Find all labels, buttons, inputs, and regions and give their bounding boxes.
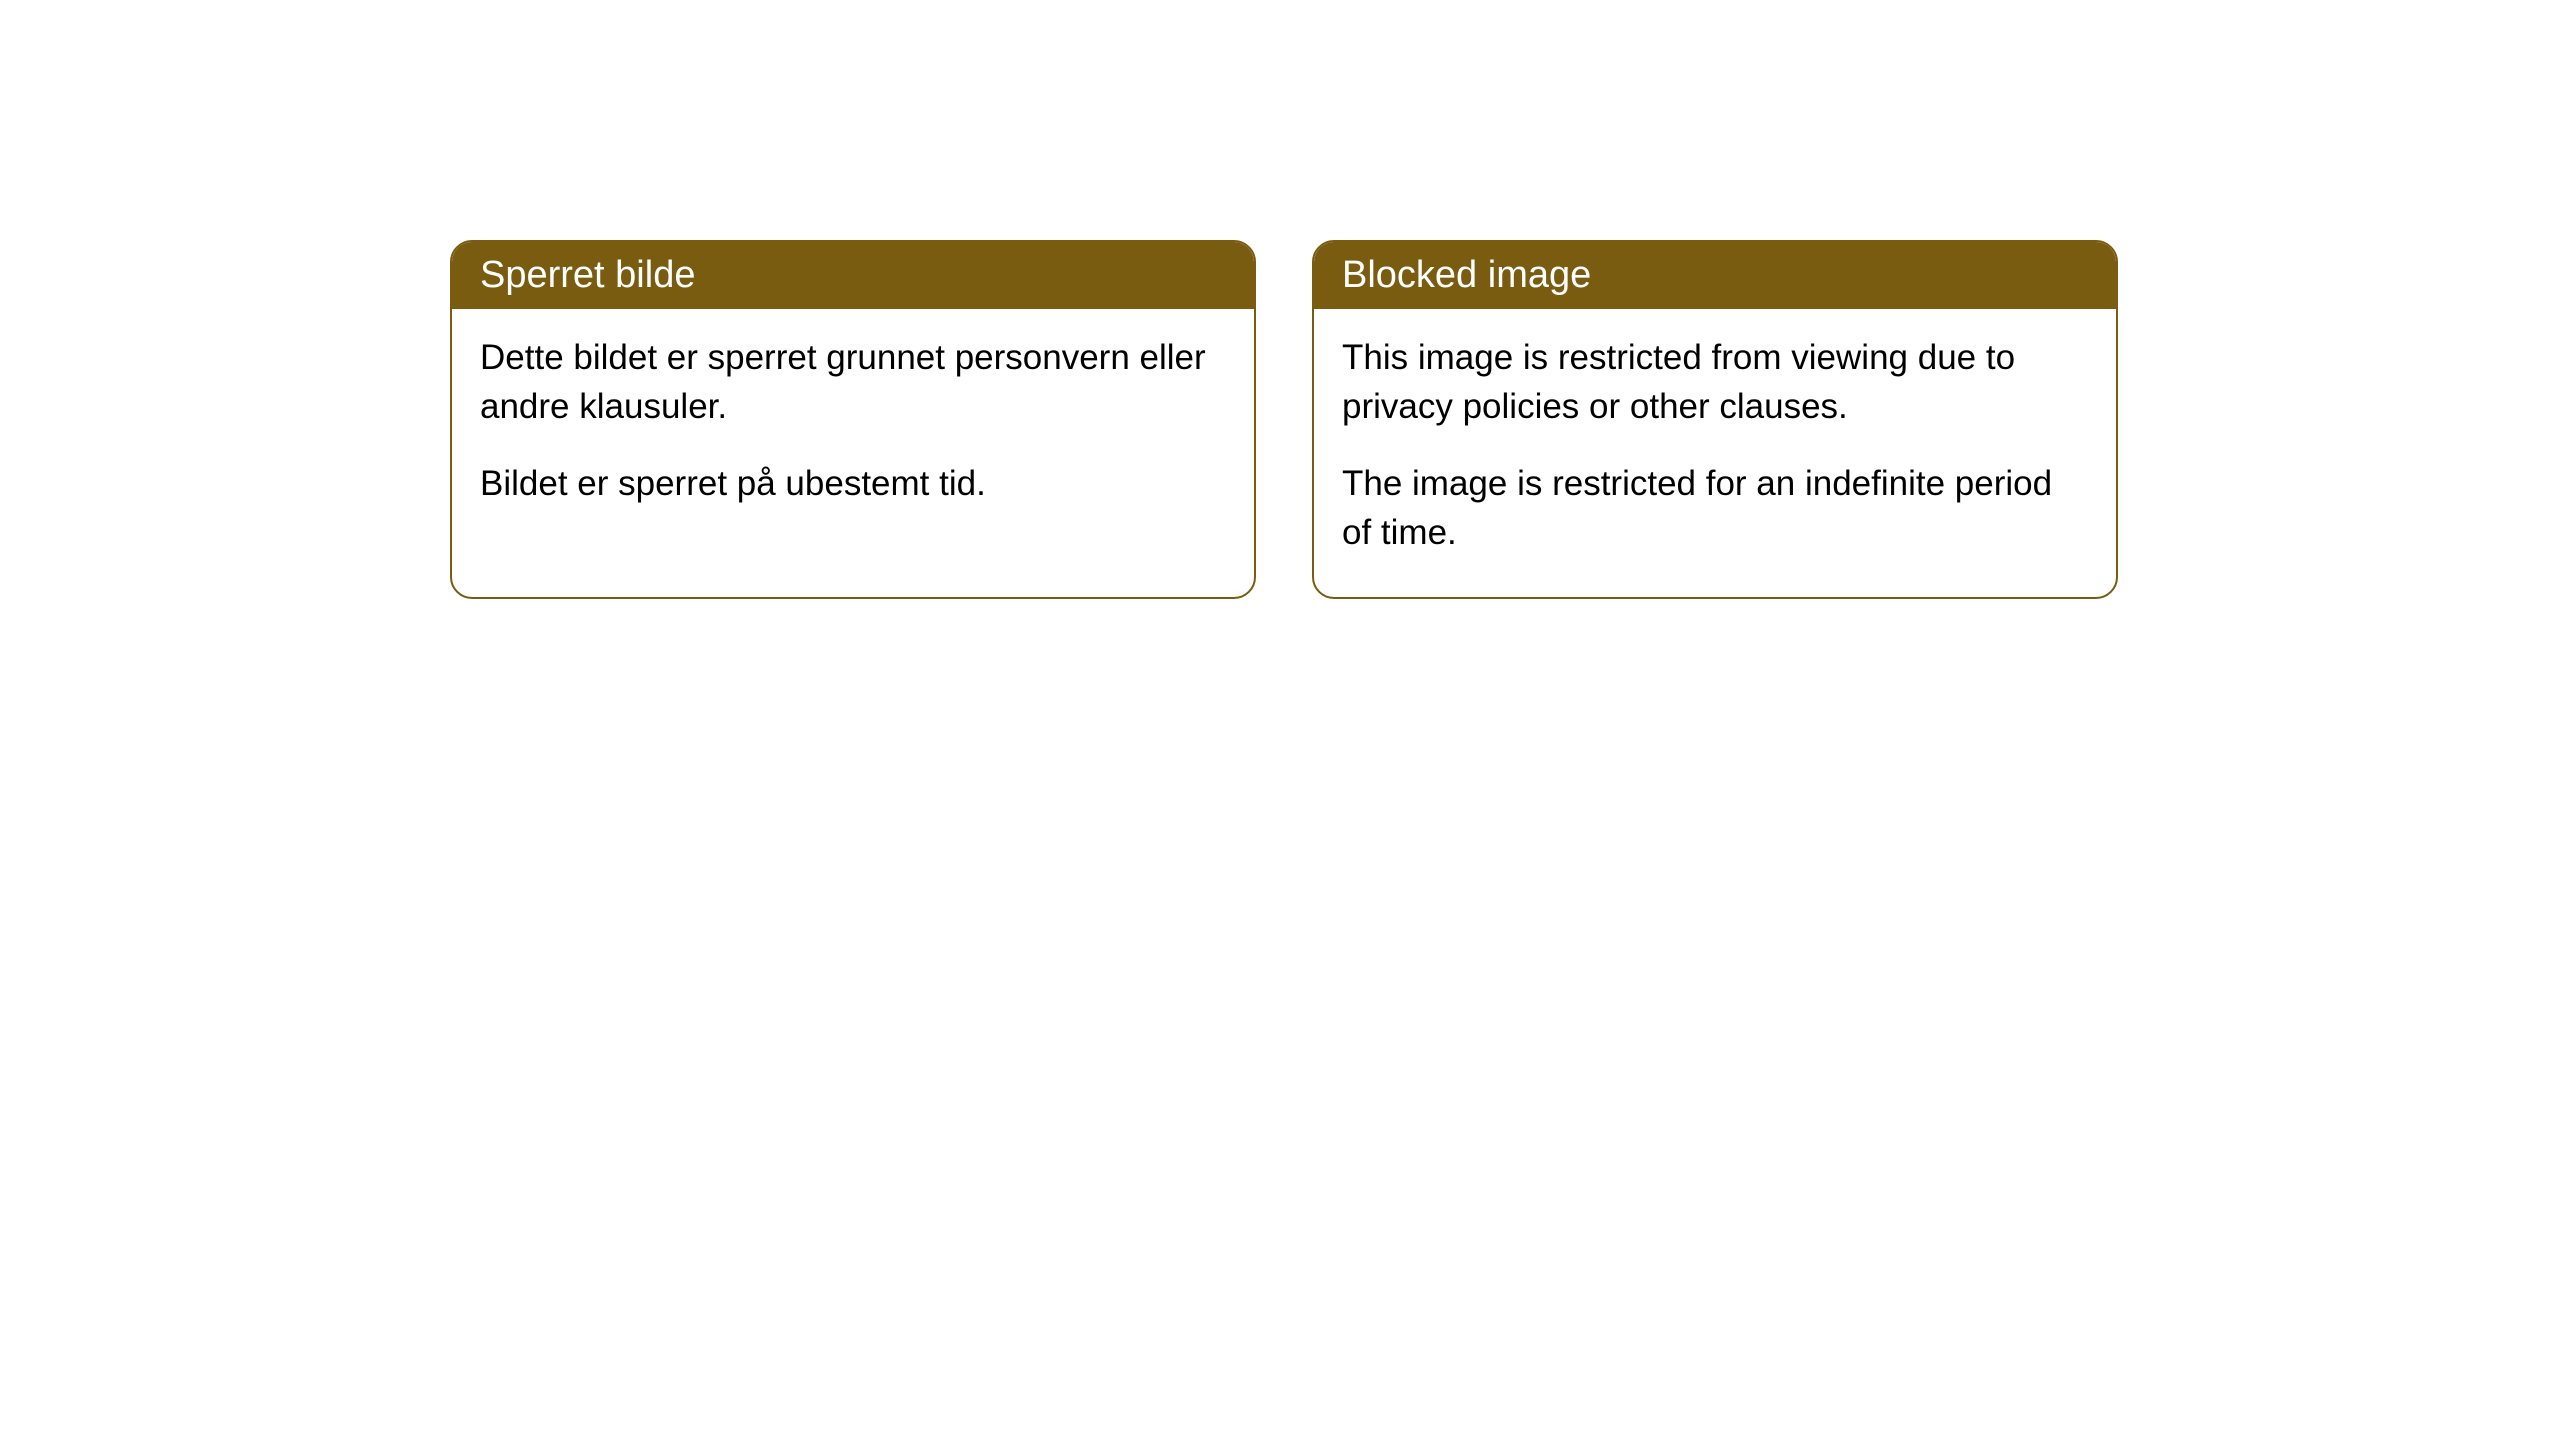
blocked-image-card-english: Blocked image This image is restricted f… — [1312, 240, 2118, 599]
card-body-norwegian: Dette bildet er sperret grunnet personve… — [452, 309, 1254, 548]
card-header-norwegian: Sperret bilde — [452, 242, 1254, 309]
notice-cards-container: Sperret bilde Dette bildet er sperret gr… — [450, 240, 2560, 599]
card-paragraph-1-norwegian: Dette bildet er sperret grunnet personve… — [480, 333, 1226, 431]
card-header-english: Blocked image — [1314, 242, 2116, 309]
card-paragraph-2-norwegian: Bildet er sperret på ubestemt tid. — [480, 459, 1226, 508]
card-title-english: Blocked image — [1342, 254, 1591, 296]
card-paragraph-2-english: The image is restricted for an indefinit… — [1342, 459, 2088, 557]
card-paragraph-1-english: This image is restricted from viewing du… — [1342, 333, 2088, 431]
card-body-english: This image is restricted from viewing du… — [1314, 309, 2116, 597]
card-title-norwegian: Sperret bilde — [480, 254, 695, 296]
blocked-image-card-norwegian: Sperret bilde Dette bildet er sperret gr… — [450, 240, 1256, 599]
